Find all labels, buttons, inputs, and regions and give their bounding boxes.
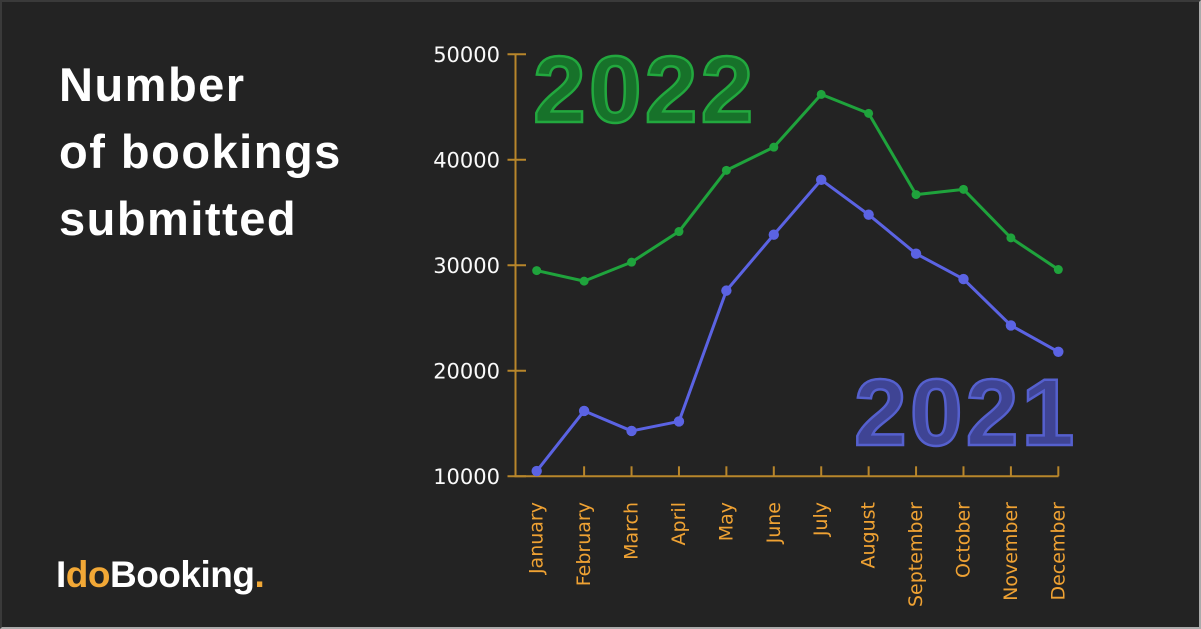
series-2022-point-october bbox=[958, 184, 968, 194]
series-2021-line bbox=[535, 178, 1060, 473]
series-2021-point-august bbox=[863, 209, 874, 220]
month-label-june: June bbox=[763, 502, 785, 544]
month-label-february: February bbox=[573, 502, 595, 586]
logo-text-booking: Booking bbox=[109, 554, 255, 595]
series-2021-point-january bbox=[531, 465, 542, 477]
month-label-august: August bbox=[858, 502, 880, 569]
series-2022-point-january bbox=[532, 266, 542, 276]
series-2021-point-march bbox=[626, 425, 637, 437]
month-label-september: September bbox=[905, 502, 927, 607]
series-2022-line bbox=[535, 92, 1060, 283]
month-label-may: May bbox=[715, 502, 737, 541]
month-label-november: November bbox=[1000, 502, 1022, 601]
series-2022-point-november bbox=[1006, 233, 1016, 243]
series-2022-point-february bbox=[579, 276, 589, 286]
series-2022-point-august bbox=[864, 108, 874, 118]
y-tick-label: 10000 bbox=[433, 465, 500, 489]
series-2022-point-april bbox=[674, 227, 684, 237]
month-label-october: October bbox=[952, 502, 974, 578]
series-2022-point-march bbox=[627, 257, 637, 267]
series-2021-point-december bbox=[1053, 346, 1064, 358]
series-2021-point-september bbox=[910, 248, 922, 259]
logo-dot: . bbox=[254, 554, 265, 595]
series-2021-point-april bbox=[673, 416, 685, 427]
y-tick-label: 20000 bbox=[433, 359, 500, 383]
month-label-march: March bbox=[621, 502, 643, 560]
series-2021-point-october bbox=[958, 273, 969, 285]
logo-text-i: I bbox=[56, 554, 66, 595]
idobooking-logo: IdoBooking. bbox=[56, 554, 265, 595]
month-label-january: January bbox=[526, 502, 548, 575]
series-2021-point-may bbox=[721, 285, 732, 296]
month-label-july: July bbox=[810, 502, 832, 537]
series-2021-point-november bbox=[1005, 320, 1017, 331]
series-2021-point-july bbox=[816, 174, 827, 186]
month-label-april: April bbox=[668, 502, 690, 545]
page-title: Number of bookings submitted bbox=[59, 58, 342, 245]
y-tick-label: 30000 bbox=[433, 254, 500, 278]
series-2022-point-may bbox=[721, 165, 731, 175]
series-2022-point-july bbox=[816, 89, 826, 99]
series-2021-point-february bbox=[578, 405, 590, 417]
series-2022-point-june bbox=[769, 142, 779, 152]
series-2021-point-june bbox=[768, 229, 779, 240]
series-label-2021: 2021 bbox=[853, 360, 1078, 466]
logo-text-do: do bbox=[65, 554, 111, 595]
y-tick-label: 40000 bbox=[433, 148, 500, 172]
series-label-2022: 2022 bbox=[532, 37, 757, 143]
series-2022-point-september bbox=[911, 190, 921, 200]
y-tick-label: 50000 bbox=[433, 43, 500, 67]
series-2022-point-december bbox=[1053, 265, 1063, 275]
month-label-december: December bbox=[1047, 502, 1069, 601]
